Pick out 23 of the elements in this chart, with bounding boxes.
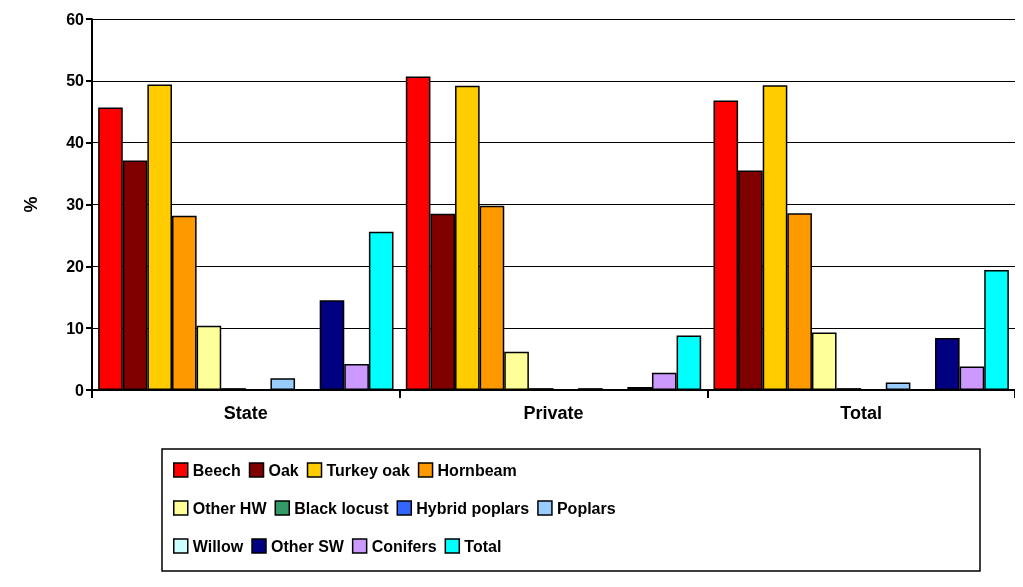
x-tick-label: Total xyxy=(840,403,882,423)
y-tick-label: 10 xyxy=(66,319,85,337)
legend-label: Hornbeam xyxy=(437,461,517,479)
legend-label: Poplars xyxy=(556,499,616,517)
y-tick-label: 60 xyxy=(66,10,85,28)
legend-label: Total xyxy=(464,537,502,555)
legend-label: Conifers xyxy=(371,537,437,555)
legend-label: Other SW xyxy=(271,537,345,555)
y-axis-title: % xyxy=(21,196,41,213)
legend-label: Hybrid poplars xyxy=(416,499,530,517)
y-tick-label: 0 xyxy=(75,381,85,399)
y-tick-label: 20 xyxy=(66,257,85,275)
y-tick-label: 30 xyxy=(66,196,85,213)
legend-label: Beech xyxy=(192,461,241,479)
x-tick-label: Private xyxy=(523,403,584,423)
legend-label: Black locust xyxy=(294,499,390,517)
y-tick-label: 50 xyxy=(66,72,85,90)
x-tick-label: State xyxy=(223,403,268,423)
legend-label: Turkey oak xyxy=(326,461,410,479)
legend-label: Willow xyxy=(192,537,244,555)
legend-label: Oak xyxy=(268,461,299,479)
y-tick-label: 40 xyxy=(66,134,85,152)
legend-label: Other HW xyxy=(192,499,268,517)
